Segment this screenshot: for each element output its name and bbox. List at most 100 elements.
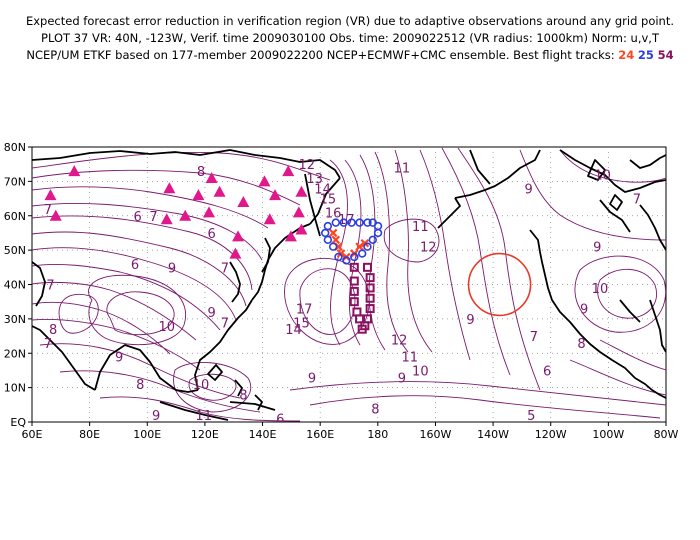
contour-label: 12 xyxy=(420,241,437,256)
observation-triangle xyxy=(49,209,62,221)
flight-track-25-point xyxy=(347,218,356,227)
flight-track-54-point xyxy=(365,293,375,303)
contour-label: 6 xyxy=(134,210,142,225)
contour-label: 15 xyxy=(320,193,337,208)
contour-label: 6 xyxy=(131,258,139,273)
flight-tracks xyxy=(321,218,383,334)
flight-track-25-point xyxy=(331,218,340,227)
contour-label: 8 xyxy=(371,402,379,417)
lon-tick-label: 120W xyxy=(535,428,567,441)
observation-triangle xyxy=(284,230,297,242)
lon-tick-label: 80E xyxy=(79,428,100,441)
plot-title-line-3-text: NCEP/UM ETKF based on 177-member 2009022… xyxy=(26,48,615,62)
observation-triangle xyxy=(282,165,295,177)
x-stroke xyxy=(336,249,346,258)
contour-label: 9 xyxy=(524,182,532,197)
contour-label: 8 xyxy=(197,165,205,180)
contour-label: 11 xyxy=(195,409,212,424)
lat-tick-label: 70N xyxy=(4,175,26,188)
observation-triangle xyxy=(263,213,276,225)
verification-region-circle xyxy=(467,252,532,317)
track-label-24: 24 xyxy=(618,48,635,62)
contour-label: 10 xyxy=(193,378,210,393)
flight-track-24-point xyxy=(360,238,370,248)
contour-label: 6 xyxy=(543,364,551,379)
observation-triangle xyxy=(237,196,250,207)
lat-lon-grid xyxy=(32,147,666,422)
lon-tick-label: 100W xyxy=(592,428,624,441)
contour-label: 8 xyxy=(136,378,144,393)
contour-label: 8 xyxy=(239,389,247,404)
contour-label: 9 xyxy=(580,303,588,318)
lon-tick-label: 180 xyxy=(367,428,388,441)
lon-tick-label: 140W xyxy=(477,428,509,441)
observation-triangles xyxy=(44,165,308,259)
contour-label: 9 xyxy=(308,371,316,386)
lat-tick-label: 20N xyxy=(4,347,26,360)
observation-triangle xyxy=(160,213,173,225)
observation-triangle xyxy=(44,189,57,201)
flight-track-24-point xyxy=(355,242,364,251)
x-stroke xyxy=(355,242,364,251)
contour-label: 9 xyxy=(115,351,123,366)
lat-tick-label: 40N xyxy=(4,279,26,292)
plot-title-line-2: PLOT 37 VR: 40N, -123W, Verif. time 2009… xyxy=(41,31,659,45)
lat-tick-label: 10N xyxy=(4,382,26,395)
contour-label: 13 xyxy=(306,172,323,187)
contour-label: 9 xyxy=(466,313,474,328)
lon-tick-label: 60E xyxy=(22,428,43,441)
x-stroke xyxy=(360,238,370,248)
lat-tick-label: EQ xyxy=(10,416,26,429)
contour-label: 7 xyxy=(44,337,52,352)
contour-label: 11 xyxy=(412,220,429,235)
contour-label: 10 xyxy=(594,169,611,184)
contour-label: 5 xyxy=(527,409,535,424)
contour-label: 8 xyxy=(49,323,57,338)
flight-track-54-point xyxy=(362,314,372,324)
observation-triangle xyxy=(258,175,271,187)
observation-triangle xyxy=(163,182,176,194)
contour-label: 8 xyxy=(577,337,585,352)
flight-track-24-point xyxy=(328,228,338,238)
contour-label: 9 xyxy=(152,409,160,424)
axes-tick-labels: 60E 80E 100E 120E 140E 160E 180 160W 140W 120W 100… xyxy=(4,141,679,441)
flight-track-24-point xyxy=(336,249,346,258)
observation-triangle xyxy=(229,247,242,259)
flight-track-25-point xyxy=(339,218,348,227)
observation-triangle xyxy=(192,189,205,201)
flight-track-25-point xyxy=(323,235,333,245)
observation-triangle xyxy=(295,185,308,197)
flight-track-25-point xyxy=(321,228,330,238)
flight-track-25-point xyxy=(328,242,338,251)
contour-label: 7 xyxy=(633,193,641,208)
flight-track-25-point xyxy=(342,256,351,265)
contour-label: 16 xyxy=(325,206,342,221)
flight-track-54-point xyxy=(365,283,375,293)
flight-track-24-point xyxy=(331,235,341,245)
contour-label: 9 xyxy=(207,306,215,321)
contour-label: 12 xyxy=(298,158,315,173)
observation-triangle xyxy=(68,165,81,177)
contour-label: 10 xyxy=(158,320,175,335)
observation-triangle xyxy=(292,206,305,218)
contour-label: 11 xyxy=(394,162,411,177)
contour-label: 11 xyxy=(401,351,418,366)
flight-track-54-point xyxy=(365,304,375,314)
flight-track-25-point xyxy=(368,235,377,245)
x-stroke xyxy=(328,228,338,238)
contour-label: 7 xyxy=(530,330,538,345)
observation-triangle xyxy=(295,223,308,235)
contour-label: 15 xyxy=(293,316,310,331)
observation-triangle xyxy=(269,189,282,201)
flight-track-54-point xyxy=(349,297,359,307)
x-stroke xyxy=(331,235,341,245)
contour-label: 7 xyxy=(221,316,229,331)
flight-track-54-point xyxy=(349,286,359,296)
flight-track-25-point xyxy=(363,218,372,227)
flight-track-54-point xyxy=(349,276,359,286)
flight-track-25-point xyxy=(358,249,367,258)
lon-tick-label: 100E xyxy=(133,428,161,441)
contour-label: 10 xyxy=(412,364,429,379)
